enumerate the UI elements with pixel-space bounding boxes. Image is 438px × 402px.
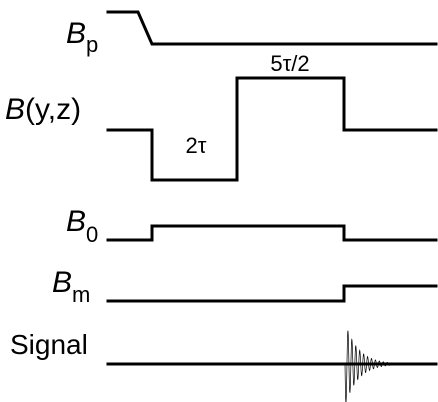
negative-lobe-duration: 2τ [186,133,207,158]
bm-trace [106,284,438,303]
byz-label-symbol: B [5,93,25,126]
byz-trace [106,76,438,182]
byz-label: B(y,z) [5,93,81,126]
bp-trace [106,10,438,46]
b0-label-symbol: B [66,205,86,238]
bp-label-subscript: p [86,32,98,57]
positive-lobe-duration: 5τ/2 [270,51,309,76]
signal-label: Signal [10,329,88,360]
bp-label-symbol: B [66,17,86,50]
bm-label-symbol: B [52,266,72,299]
byz-label-args: (y,z) [25,93,81,126]
b0-trace [106,224,438,242]
b0-label-subscript: 0 [86,222,98,247]
bm-label-subscript: m [72,282,90,307]
signal-decay-waveform [344,330,401,402]
